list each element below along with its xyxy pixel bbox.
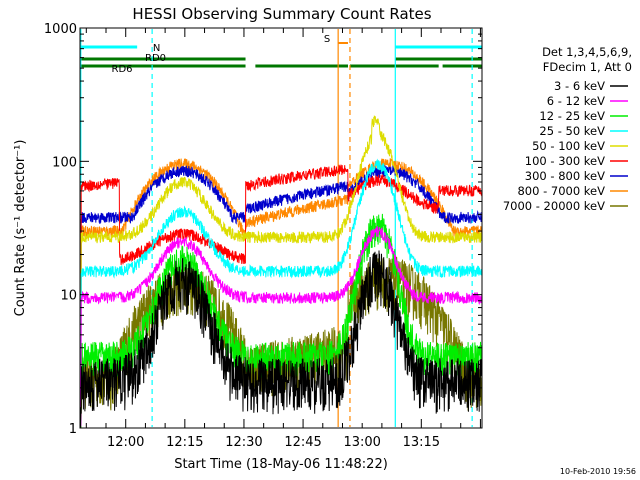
legend-label: 50 - 100 keV bbox=[532, 139, 605, 153]
legend-header-line-1: Det 1,3,4,5,6,9, bbox=[542, 45, 632, 59]
flag-label-rd6: RD6 bbox=[112, 64, 133, 75]
timestamp: 10-Feb-2010 19:56 bbox=[560, 467, 636, 476]
flag-label-rd0: RD0 bbox=[145, 53, 166, 64]
series-line-4 bbox=[80, 115, 482, 428]
series-line-6 bbox=[80, 165, 482, 428]
y-tick-label: 100 bbox=[52, 155, 77, 170]
legend-label: 3 - 6 keV bbox=[554, 79, 605, 93]
series-line-7 bbox=[80, 158, 482, 428]
legend-label: 12 - 25 keV bbox=[539, 109, 605, 123]
series-lines bbox=[80, 115, 482, 428]
x-tick-label: 12:45 bbox=[284, 435, 321, 450]
series-line-3 bbox=[80, 158, 482, 428]
legend-label: 25 - 50 keV bbox=[539, 124, 605, 138]
y-axis-label: Count Rate (s⁻¹ detector⁻¹) bbox=[13, 140, 28, 317]
x-tick-label: 13:00 bbox=[343, 435, 380, 450]
flag-label-n: N bbox=[153, 43, 160, 54]
series-line-0 bbox=[80, 250, 482, 428]
legend-label: 100 - 300 keV bbox=[525, 154, 605, 168]
legend: Det 1,3,4,5,6,9, FDecim 1, Att 0 3 - 6 k… bbox=[503, 45, 632, 213]
chart-title: HESSI Observing Summary Count Rates bbox=[132, 5, 431, 23]
legend-label: 800 - 7000 keV bbox=[517, 184, 605, 198]
plot-frame bbox=[79, 27, 483, 429]
axis-ticks: 1 10 100 1000 12:00 12:15 12:30 12:45 13:00 13:15 bbox=[44, 22, 482, 450]
flag-label-s: S bbox=[324, 34, 330, 45]
y-tick-label: 1000 bbox=[44, 22, 77, 37]
x-tick-label: 12:00 bbox=[107, 435, 144, 450]
x-tick-label: 12:30 bbox=[225, 435, 262, 450]
series-line-1 bbox=[80, 225, 482, 428]
series-line-5 bbox=[80, 164, 482, 428]
x-tick-label: 12:15 bbox=[166, 435, 203, 450]
y-tick-label: 1 bbox=[69, 422, 77, 437]
legend-label: 6 - 12 keV bbox=[547, 94, 605, 108]
y-tick-label: 10 bbox=[60, 289, 77, 304]
legend-header-line-2: FDecim 1, Att 0 bbox=[543, 60, 632, 74]
x-axis-label: Start Time (18-May-06 11:48:22) bbox=[174, 457, 388, 472]
x-tick-label: 13:15 bbox=[403, 435, 440, 450]
legend-label: 7000 - 20000 keV bbox=[503, 199, 605, 213]
legend-label: 300 - 800 keV bbox=[525, 169, 605, 183]
